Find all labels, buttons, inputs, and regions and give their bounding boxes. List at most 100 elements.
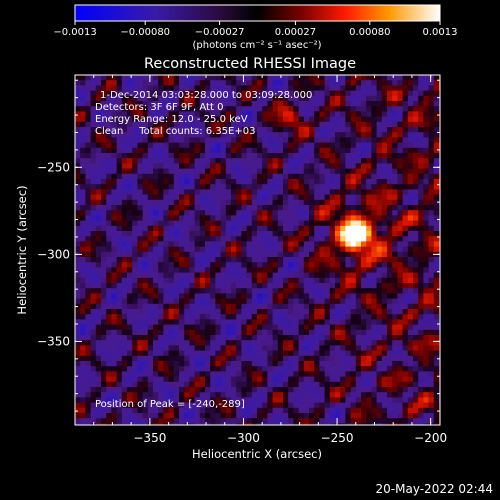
heatmap-cell bbox=[418, 95, 424, 102]
heatmap-cell bbox=[397, 127, 403, 133]
heatmap-cell bbox=[163, 345, 169, 351]
heatmap-cell bbox=[168, 241, 175, 247]
heatmap-cell bbox=[142, 90, 149, 97]
heatmap-cell bbox=[116, 137, 123, 143]
heatmap-cell bbox=[366, 319, 372, 325]
heatmap-cell bbox=[106, 407, 112, 414]
heatmap-cell bbox=[215, 106, 221, 112]
heatmap-cell bbox=[75, 277, 81, 284]
heatmap-cell bbox=[163, 413, 169, 419]
heatmap-cell bbox=[80, 355, 86, 362]
heatmap-cell bbox=[413, 220, 419, 227]
heatmap-cell bbox=[194, 257, 201, 263]
heatmap-cell bbox=[173, 413, 180, 419]
heatmap-cell bbox=[205, 387, 211, 393]
heatmap-cell bbox=[80, 220, 86, 227]
heatmap-cell bbox=[111, 314, 117, 320]
heatmap-cell bbox=[397, 257, 403, 263]
heatmap-cell bbox=[142, 407, 149, 414]
heatmap-cell bbox=[407, 381, 414, 388]
heatmap-cell bbox=[241, 158, 247, 164]
heatmap-cell bbox=[163, 361, 169, 367]
heatmap-cell bbox=[413, 387, 419, 393]
heatmap-cell bbox=[101, 324, 107, 331]
heatmap-cell bbox=[397, 194, 403, 201]
heatmap-cell bbox=[90, 168, 97, 175]
heatmap-cell bbox=[345, 241, 351, 247]
heatmap-cell bbox=[251, 376, 258, 383]
heatmap-cell bbox=[293, 179, 299, 185]
heatmap-cell bbox=[314, 225, 320, 232]
heatmap-cell bbox=[220, 75, 227, 81]
heatmap-cell bbox=[361, 179, 367, 185]
annotation-detectors: Detectors: 3F 6F 9F, Att 0 bbox=[95, 102, 223, 113]
heatmap-cell bbox=[116, 251, 123, 258]
heatmap-cell bbox=[205, 142, 211, 149]
heatmap-cell bbox=[168, 355, 175, 362]
heatmap-cell bbox=[413, 168, 419, 175]
heatmap-cell bbox=[283, 392, 289, 398]
heatmap-cell bbox=[158, 251, 164, 258]
heatmap-cell bbox=[189, 158, 195, 164]
heatmap-cell bbox=[397, 413, 403, 419]
heatmap-cell bbox=[106, 288, 112, 294]
heatmap-cell bbox=[293, 236, 299, 242]
heatmap-cell bbox=[402, 95, 409, 102]
heatmap-cell bbox=[413, 303, 419, 310]
heatmap-cell bbox=[95, 163, 102, 169]
heatmap-cell bbox=[189, 251, 195, 258]
heatmap-cell bbox=[189, 324, 195, 331]
heatmap-cell bbox=[147, 225, 154, 232]
heatmap-cell bbox=[423, 111, 429, 117]
heatmap-cell bbox=[428, 184, 435, 190]
heatmap-cell bbox=[283, 283, 289, 289]
heatmap-cell bbox=[158, 397, 164, 403]
heatmap-cell bbox=[381, 329, 388, 336]
heatmap-cell bbox=[428, 75, 435, 81]
heatmap-cell bbox=[225, 210, 232, 216]
heatmap-cell bbox=[272, 397, 279, 403]
heatmap-cell bbox=[194, 179, 201, 185]
heatmap-cell bbox=[225, 371, 232, 377]
heatmap-cell bbox=[366, 194, 372, 201]
heatmap-cell bbox=[153, 376, 159, 383]
heatmap-cell bbox=[366, 236, 372, 242]
heatmap-cell bbox=[423, 335, 429, 341]
heatmap-cell bbox=[335, 257, 341, 263]
heatmap-cell bbox=[95, 407, 102, 414]
heatmap-cell bbox=[179, 257, 185, 263]
heatmap-cell bbox=[335, 111, 341, 117]
heatmap-cell bbox=[340, 225, 346, 232]
heatmap-cell bbox=[272, 137, 279, 143]
heatmap-cell bbox=[210, 293, 216, 299]
heatmap-cell bbox=[121, 199, 128, 206]
heatmap-cell bbox=[423, 329, 429, 336]
heatmap-cell bbox=[288, 329, 294, 336]
heatmap-cell bbox=[392, 132, 398, 138]
heatmap-cell bbox=[189, 121, 195, 128]
heatmap-cell bbox=[345, 95, 351, 102]
heatmap-cell bbox=[257, 407, 263, 414]
heatmap-cell bbox=[397, 329, 403, 336]
heatmap-cell bbox=[309, 381, 315, 388]
heatmap-cell bbox=[340, 189, 346, 195]
heatmap-cell bbox=[173, 132, 180, 138]
heatmap-cell bbox=[168, 158, 175, 164]
heatmap-cell bbox=[413, 277, 419, 284]
heatmap-cell bbox=[267, 387, 273, 393]
heatmap-cell bbox=[147, 392, 154, 398]
heatmap-cell bbox=[298, 121, 305, 128]
heatmap-cell bbox=[199, 397, 206, 403]
heatmap-cell bbox=[163, 101, 169, 107]
heatmap-cell bbox=[277, 205, 284, 211]
heatmap-cell bbox=[137, 121, 143, 128]
heatmap-cell bbox=[277, 85, 284, 91]
heatmap-cell bbox=[121, 329, 128, 336]
heatmap-cell bbox=[433, 407, 440, 414]
heatmap-cell bbox=[361, 80, 367, 86]
heatmap-cell bbox=[418, 418, 424, 424]
heatmap-cell bbox=[142, 340, 149, 346]
heatmap-cell bbox=[361, 387, 367, 393]
heatmap-cell bbox=[366, 283, 372, 289]
heatmap-cell bbox=[142, 184, 149, 190]
